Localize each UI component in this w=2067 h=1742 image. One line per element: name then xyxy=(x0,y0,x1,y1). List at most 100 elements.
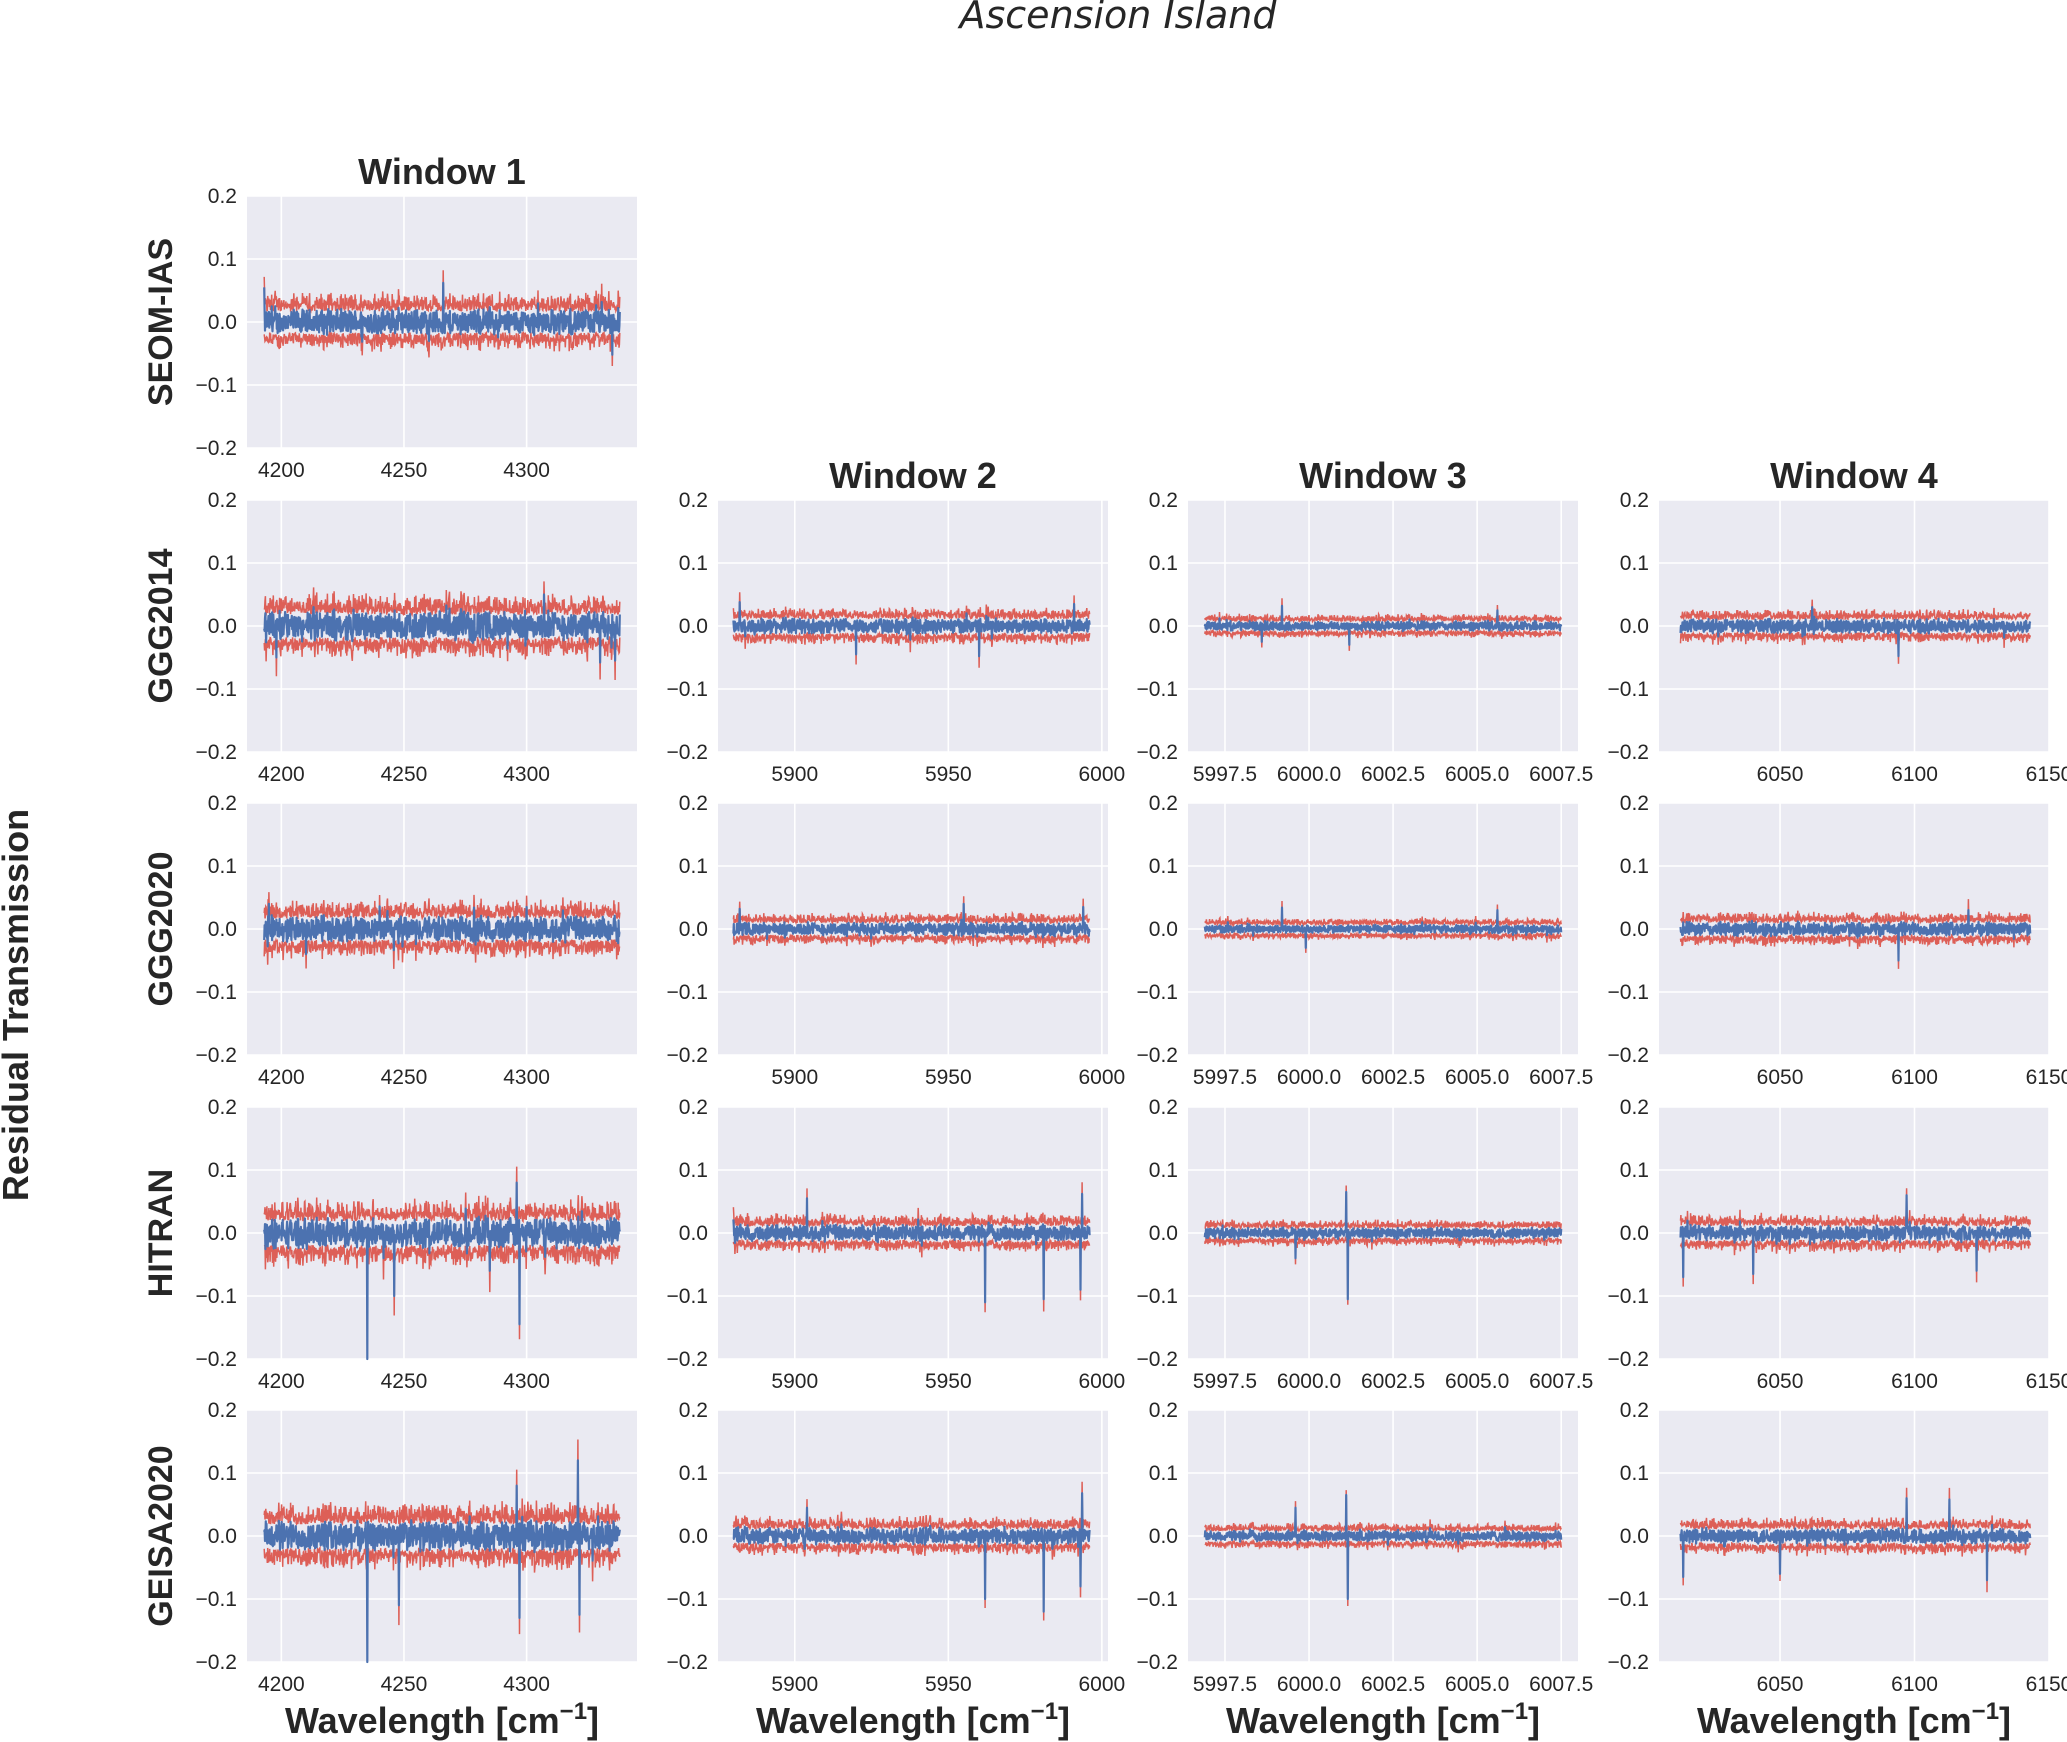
x-tick-label: 4200 xyxy=(258,1370,305,1393)
x-tick-label: 4300 xyxy=(503,1673,550,1696)
row-label-seom-ias: SEOM-IAS xyxy=(142,238,180,406)
row-label-ggg2014: GGG2014 xyxy=(142,548,180,703)
lower-envelope-line xyxy=(263,1242,621,1360)
lower-envelope-line xyxy=(1204,627,1562,651)
x-axis-label-2: Wavelength [cm−1] xyxy=(756,1698,1070,1741)
residual-line xyxy=(1679,1497,2032,1582)
y-tick-label: −0.2 xyxy=(1608,1348,1649,1371)
x-tick-label: 4250 xyxy=(381,763,428,786)
lower-envelope-line xyxy=(1204,1538,1562,1607)
upper-envelope-line xyxy=(732,1182,1091,1229)
y-tick-label: 0.1 xyxy=(679,855,708,878)
x-tick-label: 6150 xyxy=(2026,1673,2067,1696)
residual-line xyxy=(1203,604,1563,646)
y-tick-label: −0.1 xyxy=(1608,1285,1649,1308)
x-tick-label: 4250 xyxy=(381,1066,428,1089)
x-tick-label: 6100 xyxy=(1891,1370,1938,1393)
x-axis-label-3: Wavelength [cm−1] xyxy=(1226,1698,1540,1741)
y-tick-label: −0.1 xyxy=(667,1285,708,1308)
y-tick-label: −0.2 xyxy=(196,1044,237,1067)
x-tick-label: 6000.0 xyxy=(1277,1673,1341,1696)
x-tick-label: 4300 xyxy=(503,1066,550,1089)
residual-line xyxy=(1203,1493,1563,1601)
panel-geisa2020-window-1: −0.2 −0.1 0.0 0.1 0.2 4200 4250 4300 xyxy=(196,1399,637,1696)
y-tick-label: −0.1 xyxy=(1137,1285,1178,1308)
panel-geisa2020-window-2: −0.2 −0.1 0.0 0.1 0.2 5900 5950 6000 xyxy=(667,1399,1126,1696)
y-tick-label: −0.2 xyxy=(667,1651,708,1674)
y-tick-label: −0.1 xyxy=(1137,981,1178,1004)
y-tick-label: 0.1 xyxy=(1149,1462,1178,1485)
y-tick-label: 0.0 xyxy=(1149,1525,1178,1548)
lower-envelope-line xyxy=(732,630,1091,668)
x-tick-label: 5950 xyxy=(925,1673,972,1696)
x-tick-label: 4200 xyxy=(258,763,305,786)
y-tick-label: 0.0 xyxy=(1149,918,1178,941)
y-tick-label: −0.1 xyxy=(1608,678,1649,701)
x-tick-label: 6050 xyxy=(1757,763,1804,786)
x-tick-label: 6000 xyxy=(1078,763,1125,786)
x-tick-label: 4200 xyxy=(258,459,305,482)
y-tick-label: 0.0 xyxy=(1620,1222,1649,1245)
upper-envelope-line xyxy=(1204,598,1562,625)
x-tick-label: 5997.5 xyxy=(1193,1370,1257,1393)
residual-line xyxy=(263,1181,621,1361)
y-tick-label: 0.1 xyxy=(1620,552,1649,575)
y-tick-label: 0.0 xyxy=(1620,615,1649,638)
lower-envelope-line xyxy=(1679,933,2031,969)
panel-seom-ias-window-1: −0.2 −0.1 0.0 0.1 0.2 4200 4250 4300 xyxy=(196,185,637,482)
y-tick-label: −0.1 xyxy=(196,981,237,1004)
y-tick-label: 0.1 xyxy=(1620,855,1649,878)
y-tick-label: −0.2 xyxy=(1608,1044,1649,1067)
x-tick-label: 5900 xyxy=(771,763,818,786)
y-tick-label: 0.0 xyxy=(208,615,237,638)
y-tick-label: 0.2 xyxy=(679,489,708,512)
y-tick-label: −0.2 xyxy=(196,1348,237,1371)
y-tick-label: 0.1 xyxy=(1149,1159,1178,1182)
column-title-4: Window 4 xyxy=(1770,455,1938,496)
x-tick-label: 6000 xyxy=(1078,1066,1125,1089)
lower-envelope-line xyxy=(732,1540,1091,1621)
x-tick-label: 6005.0 xyxy=(1445,1673,1509,1696)
panel-ggg2020-window-3: −0.2 −0.1 0.0 0.1 0.2 5997.5 6000.0 6002.5 6005.… xyxy=(1137,792,1594,1089)
y-tick-label: 0.1 xyxy=(679,552,708,575)
x-tick-label: 6000 xyxy=(1078,1370,1125,1393)
y-tick-label: 0.1 xyxy=(679,1159,708,1182)
x-tick-label: 6000 xyxy=(1078,1673,1125,1696)
y-tick-label: 0.2 xyxy=(208,1096,237,1119)
x-tick-label: 5950 xyxy=(925,1370,972,1393)
y-tick-label: 0.1 xyxy=(1620,1462,1649,1485)
y-tick-label: −0.2 xyxy=(1137,741,1178,764)
x-tick-label: 6005.0 xyxy=(1445,1066,1509,1089)
y-tick-label: 0.2 xyxy=(1620,792,1649,815)
x-tick-label: 6050 xyxy=(1757,1370,1804,1393)
x-tick-label: 4250 xyxy=(381,1370,428,1393)
residual-line xyxy=(263,902,621,956)
figure-ylabel: Residual Transmission xyxy=(0,809,36,1201)
y-tick-label: −0.1 xyxy=(667,1588,708,1611)
panel-hitran-window-2: −0.2 −0.1 0.0 0.1 0.2 5900 5950 6000 xyxy=(667,1096,1126,1393)
y-tick-label: −0.1 xyxy=(196,1285,237,1308)
y-tick-label: 0.1 xyxy=(208,1462,237,1485)
residual-line xyxy=(1679,606,2032,658)
y-tick-label: 0.2 xyxy=(679,1096,708,1119)
x-tick-label: 5950 xyxy=(925,1066,972,1089)
x-axis-label-1: Wavelength [cm−1] xyxy=(285,1698,599,1741)
x-tick-label: 6007.5 xyxy=(1529,1673,1593,1696)
y-tick-label: 0.2 xyxy=(1149,792,1178,815)
upper-envelope-line xyxy=(1679,599,2031,623)
upper-envelope-line xyxy=(1204,900,1562,928)
y-tick-label: 0.2 xyxy=(679,792,708,815)
x-tick-label: 6002.5 xyxy=(1361,1370,1425,1393)
x-tick-label: 6007.5 xyxy=(1529,763,1593,786)
lower-envelope-line xyxy=(263,635,621,681)
y-tick-label: −0.1 xyxy=(667,678,708,701)
y-tick-label: 0.0 xyxy=(208,1222,237,1245)
x-tick-label: 6002.5 xyxy=(1361,1673,1425,1696)
x-tick-label: 4300 xyxy=(503,763,550,786)
x-tick-label: 6007.5 xyxy=(1529,1066,1593,1089)
panel-ggg2014-window-1: −0.2 −0.1 0.0 0.1 0.2 4200 4250 4300 xyxy=(196,489,637,786)
y-tick-label: −0.2 xyxy=(196,437,237,460)
y-tick-label: −0.1 xyxy=(1608,981,1649,1004)
upper-envelope-line xyxy=(263,1166,621,1224)
